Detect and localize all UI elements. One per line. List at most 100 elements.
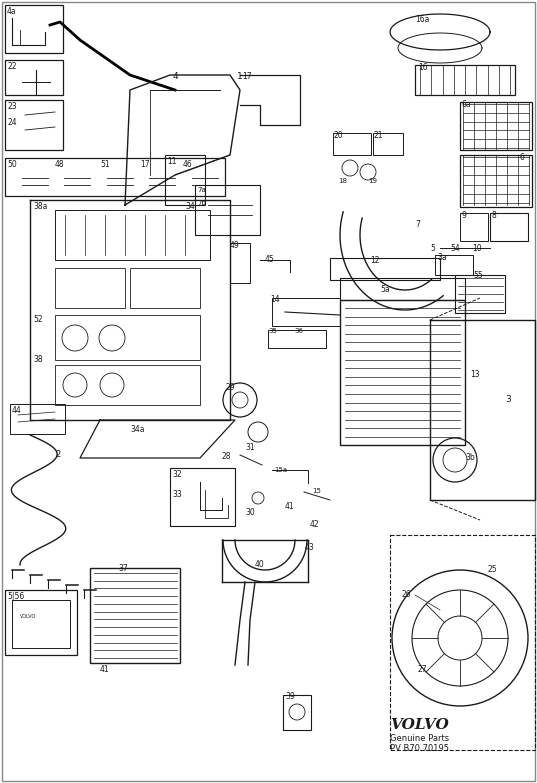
Bar <box>10 404 65 434</box>
Bar <box>55 210 210 260</box>
Text: 7b: 7b <box>197 200 206 206</box>
Bar <box>12 600 70 648</box>
Bar <box>170 468 235 526</box>
Text: 21: 21 <box>374 131 383 140</box>
Text: 33: 33 <box>172 490 182 499</box>
Bar <box>5 5 63 53</box>
Bar <box>490 213 528 241</box>
Text: 28: 28 <box>222 452 231 461</box>
Text: VOLVO: VOLVO <box>20 614 37 619</box>
Text: 48: 48 <box>55 160 64 169</box>
Text: 40: 40 <box>255 560 265 569</box>
Text: 35: 35 <box>268 328 277 334</box>
Bar <box>333 133 371 155</box>
Text: 34a: 34a <box>130 425 144 434</box>
Text: 20: 20 <box>334 131 344 140</box>
Text: 41: 41 <box>285 502 295 511</box>
Text: 7a: 7a <box>197 187 206 193</box>
Text: 43: 43 <box>305 543 315 552</box>
Text: 18: 18 <box>338 178 347 184</box>
Text: 5|56: 5|56 <box>7 592 24 601</box>
Text: 38: 38 <box>33 355 42 364</box>
Text: 10: 10 <box>472 244 482 253</box>
Text: 6: 6 <box>520 153 525 162</box>
Text: 22: 22 <box>7 62 17 71</box>
Bar <box>55 315 200 360</box>
Bar <box>55 365 200 405</box>
Text: 9: 9 <box>462 211 467 220</box>
Text: 46: 46 <box>183 160 193 169</box>
Bar <box>373 133 403 155</box>
Bar <box>130 268 200 308</box>
Bar <box>455 275 505 313</box>
Text: VOLVO: VOLVO <box>390 718 449 732</box>
Text: PV B70 70195: PV B70 70195 <box>390 744 449 753</box>
Text: Genuine Parts: Genuine Parts <box>390 734 449 743</box>
Text: 29: 29 <box>225 383 235 392</box>
Text: 5a: 5a <box>380 285 390 294</box>
Bar <box>415 65 515 95</box>
Text: 23: 23 <box>7 102 17 111</box>
Text: 41: 41 <box>100 665 110 674</box>
Text: 19: 19 <box>368 178 377 184</box>
Text: 31: 31 <box>245 443 255 452</box>
Text: 45: 45 <box>265 255 275 264</box>
Text: 3: 3 <box>505 395 511 404</box>
Text: 15a: 15a <box>274 467 287 473</box>
Text: 24: 24 <box>7 118 17 127</box>
Text: 32: 32 <box>172 470 182 479</box>
Text: 55: 55 <box>473 271 483 280</box>
Bar <box>165 155 205 205</box>
Text: 5: 5 <box>430 244 435 253</box>
Text: 3b: 3b <box>465 453 475 462</box>
Text: 7: 7 <box>415 220 420 229</box>
Text: 34: 34 <box>185 202 195 211</box>
Text: 37: 37 <box>118 564 128 573</box>
Text: 16: 16 <box>418 63 427 72</box>
Text: 50: 50 <box>7 160 17 169</box>
Text: 15: 15 <box>312 488 321 494</box>
Text: 25: 25 <box>488 565 498 574</box>
Text: 49: 49 <box>230 241 240 250</box>
Bar <box>5 60 63 95</box>
Text: 27: 27 <box>418 665 427 674</box>
Text: 51: 51 <box>100 160 110 169</box>
Text: 4: 4 <box>172 72 178 81</box>
Text: 42: 42 <box>310 520 320 529</box>
Bar <box>5 100 63 150</box>
Text: 6a: 6a <box>462 100 471 109</box>
Text: 14: 14 <box>270 295 280 304</box>
Bar <box>283 695 311 730</box>
Text: 2: 2 <box>55 450 60 459</box>
Bar <box>330 258 440 280</box>
Bar <box>460 155 532 207</box>
Text: 8: 8 <box>492 211 497 220</box>
Bar <box>55 268 125 308</box>
Bar <box>5 158 225 196</box>
Text: 36: 36 <box>294 328 303 334</box>
Text: 12: 12 <box>370 256 380 265</box>
Text: 38a: 38a <box>33 202 47 211</box>
Text: 16a: 16a <box>415 15 430 24</box>
Text: 13: 13 <box>470 370 480 379</box>
Text: 54: 54 <box>450 244 460 253</box>
Text: 30: 30 <box>245 508 255 517</box>
Bar <box>230 243 250 283</box>
Bar <box>460 102 532 150</box>
Text: 17: 17 <box>242 72 252 81</box>
Text: 11: 11 <box>167 157 177 166</box>
Text: 17: 17 <box>140 160 150 169</box>
Bar <box>340 300 465 445</box>
Bar <box>90 568 180 663</box>
Bar <box>460 213 488 241</box>
Text: 3a: 3a <box>437 253 447 262</box>
Text: 52: 52 <box>33 315 42 324</box>
Bar <box>268 330 326 348</box>
Text: 1: 1 <box>237 72 243 81</box>
Bar <box>435 255 473 275</box>
Bar <box>340 278 465 300</box>
Text: 4a: 4a <box>7 7 17 16</box>
Text: 44: 44 <box>12 406 22 415</box>
Text: 26: 26 <box>402 590 412 599</box>
Bar <box>195 185 260 235</box>
